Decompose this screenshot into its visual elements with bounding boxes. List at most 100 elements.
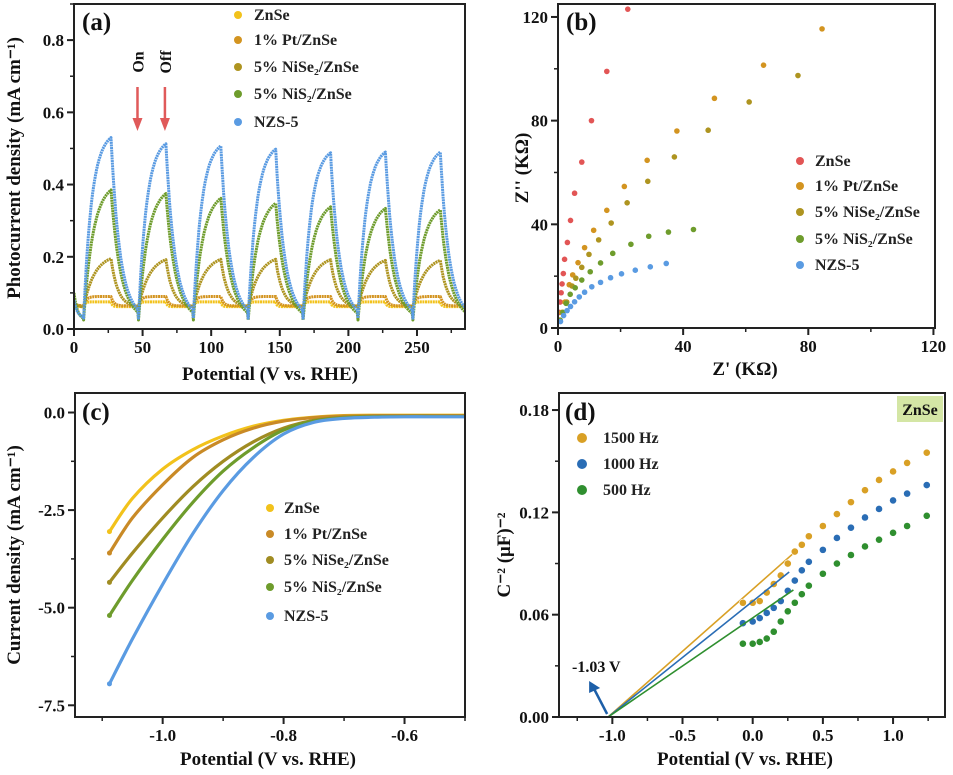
data-point-500 Hz [783, 607, 792, 616]
data-point-5% NiSe₂/ZnSe [746, 99, 752, 105]
legend-label: 5% NiS₂/ZnSe [815, 231, 913, 248]
data-point-1500 Hz [903, 459, 912, 467]
data-point-500 Hz [769, 627, 778, 636]
panel-c: -1.0 -0.8 -0.6 0.0 -2.5 -5.0 -7.5 Potential (V … [4, 392, 466, 770]
annotation-on-label: On [130, 51, 147, 72]
legend-label: 1500 Hz [603, 430, 659, 447]
y-axis-title: Current density (mA cm⁻¹) [4, 445, 25, 665]
data-point-ZnSe [624, 6, 631, 12]
y-tick-label: 120 [523, 8, 549, 27]
data-point-ZnSe [604, 68, 610, 75]
data-point-1% Pt/ZnSe [819, 26, 825, 32]
flat-band-label: -1.03 V [572, 659, 621, 676]
panel-b: 0 40 80 120 0 40 80 120 Z' (KΩ) Z'' (KΩ) (b) ZnSe 1%… [512, 3, 946, 380]
data-point-5% NiSe₂/ZnSe [608, 220, 614, 226]
y-tick-label: 40 [531, 215, 548, 234]
x-axis-title: Z' (KΩ) [712, 359, 777, 380]
annotation-on-arrow-head [132, 118, 143, 131]
data-point-500 Hz [797, 590, 806, 599]
data-point-5% NiS₂/ZnSe [578, 277, 585, 283]
y-tick-label: 80 [531, 112, 548, 131]
x-tick-label: 40 [675, 337, 692, 356]
panel-a: 0 50 100 150 200 250 0.0 0.2 0.4 0.6 0.8 Potential … [4, 3, 466, 385]
y-axis-title: C⁻² (μF)⁻² [494, 512, 515, 597]
data-point-5% NiSe₂/ZnSe [586, 251, 592, 258]
data-point-1500 Hz [790, 547, 799, 556]
plot-frame [558, 392, 946, 718]
data-point-ZnSe [560, 270, 567, 277]
x-tick-label: 120 [921, 337, 947, 356]
data-point-1500 Hz [833, 510, 841, 518]
data-point-1000 Hz [818, 545, 827, 554]
data-point-500 Hz [804, 581, 813, 590]
legend-label: 1000 Hz [603, 456, 659, 473]
data-point-1000 Hz [790, 576, 799, 585]
sample-tag: ZnSe [902, 402, 938, 419]
panel-label: (b) [566, 9, 597, 36]
data-point-500 Hz [748, 639, 757, 648]
data-point-1000 Hz [903, 489, 912, 498]
y-tick-label: 0.4 [43, 176, 65, 195]
legend-marker [796, 261, 804, 269]
data-point-5% NiS₂/ZnSe [609, 250, 616, 257]
axes: 0 50 100 150 200 250 0.0 0.2 0.4 0.6 0.8 Potential … [4, 3, 453, 385]
data-point-1500 Hz [783, 559, 792, 568]
x-tick-label: 100 [198, 338, 224, 357]
data-point-500 Hz [847, 551, 855, 559]
data-point-NZS-5 [567, 303, 574, 310]
data-point-ZnSe [558, 299, 563, 305]
data-point-1000 Hz [755, 614, 764, 622]
x-axis-title: Potential (V vs. RHE) [657, 749, 833, 770]
data-point-500 Hz [776, 617, 785, 626]
data-point-1000 Hz [833, 534, 841, 542]
x-tick-label: -1.0 [599, 726, 626, 745]
data-point-ZnSe [558, 289, 564, 296]
legend-label: 5% NiSe₂/ZnSe [815, 204, 920, 221]
x-tick-label: 150 [267, 338, 293, 357]
legend-label: NZS-5 [284, 608, 328, 625]
data-point-5% NiS₂/ZnSe [690, 226, 697, 233]
axes: -1.0 -0.8 -0.6 0.0 -2.5 -5.0 -7.5 Potential (V … [4, 404, 466, 770]
data-point-NZS-5 [576, 294, 583, 300]
y-tick-label: -7.5 [38, 696, 65, 715]
data-point-5% NiS₂/ZnSe [587, 268, 594, 275]
x-tick-label: -0.5 [669, 726, 696, 745]
data-point-ZnSe [561, 256, 568, 263]
data-point-500 Hz [903, 522, 912, 530]
data-point-5% NiSe₂/ZnSe [644, 178, 651, 185]
data-point-1% Pt/ZnSe [590, 227, 597, 234]
legend-marker [577, 485, 587, 495]
data-point-5% NiS₂/ZnSe [563, 300, 569, 307]
legend-marker [796, 208, 804, 216]
plot-area [74, 136, 465, 322]
data-point-5% NiS₂/ZnSe [645, 233, 652, 240]
data-point-5% NiS₂/ZnSe [628, 241, 634, 248]
data-point-500 Hz [790, 598, 799, 607]
legend-label: ZnSe [815, 153, 851, 170]
flat-band-arrow-shaft [593, 688, 609, 715]
axes: 0 40 80 120 0 40 80 120 Z' (KΩ) Z'' (KΩ) [512, 8, 946, 380]
legend: ZnSe 1% Pt/ZnSe 5% NiSe₂/ZnSe 5% NiS₂/ZnSe N… [796, 153, 920, 274]
legend-label: NZS-5 [815, 257, 859, 274]
data-point-1% Pt/ZnSe [604, 207, 610, 214]
data-point-NZS-5 [632, 267, 639, 273]
legend-label: 5% NiSe₂/ZnSe [254, 59, 359, 76]
data-point-5% NiSe₂/ZnSe [795, 72, 801, 79]
x-tick-label: 80 [800, 337, 817, 356]
data-point-1000 Hz [922, 481, 931, 489]
data-point-5% NiSe₂/ZnSe [705, 127, 711, 134]
y-tick-label: 0.00 [519, 708, 549, 727]
x-tick-label: 0.0 [742, 726, 763, 745]
data-point-NZS-5 [581, 289, 588, 296]
data-point-1% Pt/ZnSe [760, 62, 767, 68]
data-point-5% NiSe₂/ZnSe [671, 154, 678, 160]
data-point-ZnSe [588, 117, 595, 124]
panel-d: -1.0 -0.5 0.0 0.5 1.0 0.00 0.06 0.12 0.18 Potenti… [494, 392, 946, 770]
x-tick-label: 1.0 [882, 726, 903, 745]
plot-frame [73, 3, 466, 330]
fit-line-1500 Hz [607, 552, 794, 717]
data-point-5% NiSe₂/ZnSe [578, 264, 585, 271]
data-point-NZS-5 [618, 271, 625, 277]
legend-marker [266, 530, 274, 538]
